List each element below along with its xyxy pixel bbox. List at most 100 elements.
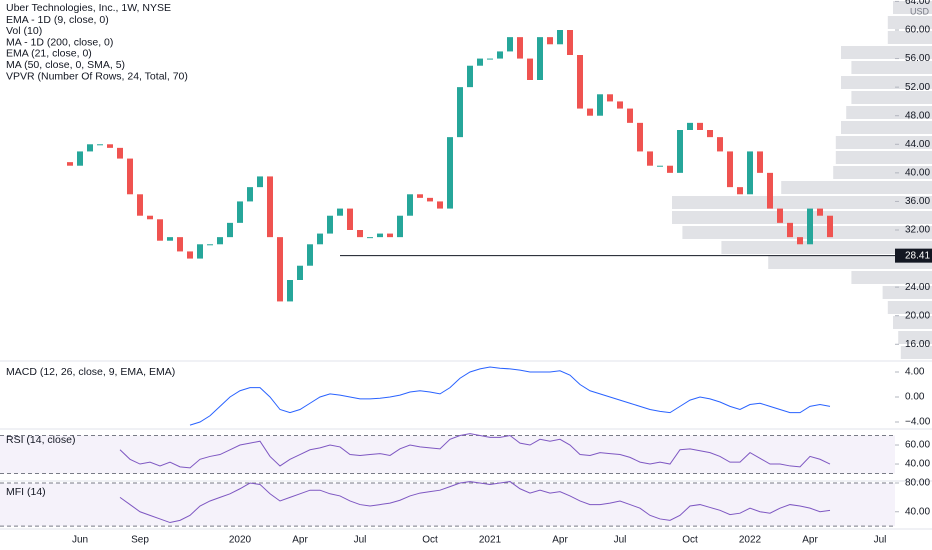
y-tick-label: 56.00 xyxy=(905,53,930,64)
indicator-label: VPVR (Number Of Rows, 24, Total, 70) xyxy=(6,70,188,82)
candle xyxy=(657,165,663,167)
chart-title: Uber Technologies, Inc., 1W, NYSE xyxy=(6,2,171,14)
indicator-label: MA (50, close, 0, SMA, 5) xyxy=(6,59,125,71)
candle xyxy=(137,194,143,216)
candle xyxy=(627,108,633,123)
candle xyxy=(747,151,753,195)
x-tick-label: 2020 xyxy=(229,535,252,546)
candle xyxy=(217,237,223,245)
candle xyxy=(467,65,473,88)
candle xyxy=(287,280,293,302)
y-tick-label: 24.00 xyxy=(905,282,930,293)
vpvr-row xyxy=(841,76,932,89)
candle xyxy=(77,151,83,166)
y-tick-label: 44.00 xyxy=(905,139,930,150)
candle xyxy=(487,58,493,60)
candle xyxy=(187,251,193,259)
x-tick-label: Apr xyxy=(802,535,818,546)
x-tick-label: Jul xyxy=(354,535,367,546)
indicator-line xyxy=(189,366,831,426)
y-tick-label: 20.00 xyxy=(905,310,930,321)
y-tick-label: −4.00 xyxy=(905,417,931,428)
candle xyxy=(517,37,523,59)
candle xyxy=(247,187,253,202)
vpvr-row xyxy=(841,46,932,59)
candle xyxy=(277,237,283,302)
vpvr-row xyxy=(882,286,932,299)
candle xyxy=(577,55,583,109)
vpvr-row xyxy=(893,1,932,14)
candle xyxy=(677,130,683,173)
candle xyxy=(767,172,773,209)
candle xyxy=(687,122,693,130)
x-tick-label: Jul xyxy=(614,535,627,546)
vpvr-row xyxy=(851,91,932,104)
candle xyxy=(817,208,823,216)
candle xyxy=(417,194,423,198)
indicator-label: MA - 1D (200, close, 0) xyxy=(6,36,113,48)
indicator-line xyxy=(119,481,831,524)
candle xyxy=(537,37,543,80)
vpvr-row xyxy=(898,331,932,344)
panel-title: MACD (12, 26, close, 9, EMA, EMA) xyxy=(6,366,175,378)
candle xyxy=(707,130,713,138)
candle xyxy=(337,208,343,216)
candle xyxy=(387,233,393,238)
vpvr-row xyxy=(851,271,932,284)
candle xyxy=(97,144,103,146)
candle xyxy=(797,237,803,245)
x-tick-label: Sep xyxy=(131,535,149,546)
candle xyxy=(267,176,273,238)
x-tick-label: Apr xyxy=(552,535,568,546)
vpvr-row xyxy=(887,16,932,29)
candle xyxy=(437,201,443,209)
y-tick-label: 52.00 xyxy=(905,82,930,93)
candle xyxy=(257,176,263,188)
panel-title: MFI (14) xyxy=(6,486,46,498)
x-tick-label: Apr xyxy=(292,535,308,546)
indicator-line xyxy=(119,433,831,469)
candle xyxy=(787,222,793,238)
candle xyxy=(457,87,463,138)
candle xyxy=(207,244,213,246)
indicator-label: EMA - 1D (9, close, 0) xyxy=(6,14,109,26)
candle xyxy=(737,187,743,195)
candle xyxy=(777,208,783,223)
vpvr-row xyxy=(721,241,932,254)
vpvr-row xyxy=(768,256,932,269)
candle xyxy=(347,208,353,230)
candle xyxy=(297,265,303,280)
candle xyxy=(327,215,333,234)
vpvr-row xyxy=(841,121,932,134)
candle xyxy=(197,244,203,259)
candle xyxy=(307,244,313,266)
candle xyxy=(697,122,703,130)
x-tick-label: Oct xyxy=(422,535,438,546)
y-tick-label: 40.00 xyxy=(905,167,930,178)
candle xyxy=(507,37,513,52)
y-tick-label: 40.00 xyxy=(905,459,930,470)
y-tick-label: 60.00 xyxy=(905,440,930,451)
candle xyxy=(127,158,133,195)
vpvr-row xyxy=(672,211,932,224)
candle xyxy=(827,215,833,238)
candle xyxy=(667,165,673,173)
candle xyxy=(67,162,73,166)
vpvr-row xyxy=(672,196,932,209)
candle xyxy=(557,30,563,45)
candle xyxy=(167,237,173,241)
vpvr-row xyxy=(833,166,932,179)
y-tick-label: 80.00 xyxy=(905,478,930,489)
x-tick-label: 2022 xyxy=(739,535,762,546)
vpvr-row xyxy=(887,301,932,314)
y-tick-label: 40.00 xyxy=(905,506,930,517)
candle xyxy=(757,151,763,173)
vpvr-row xyxy=(835,136,932,149)
candle xyxy=(497,51,503,59)
vpvr-row xyxy=(893,316,932,329)
y-tick-label: 32.00 xyxy=(905,225,930,236)
x-tick-label: 2021 xyxy=(479,535,502,546)
candle xyxy=(177,237,183,252)
y-tick-label: 16.00 xyxy=(905,339,930,350)
